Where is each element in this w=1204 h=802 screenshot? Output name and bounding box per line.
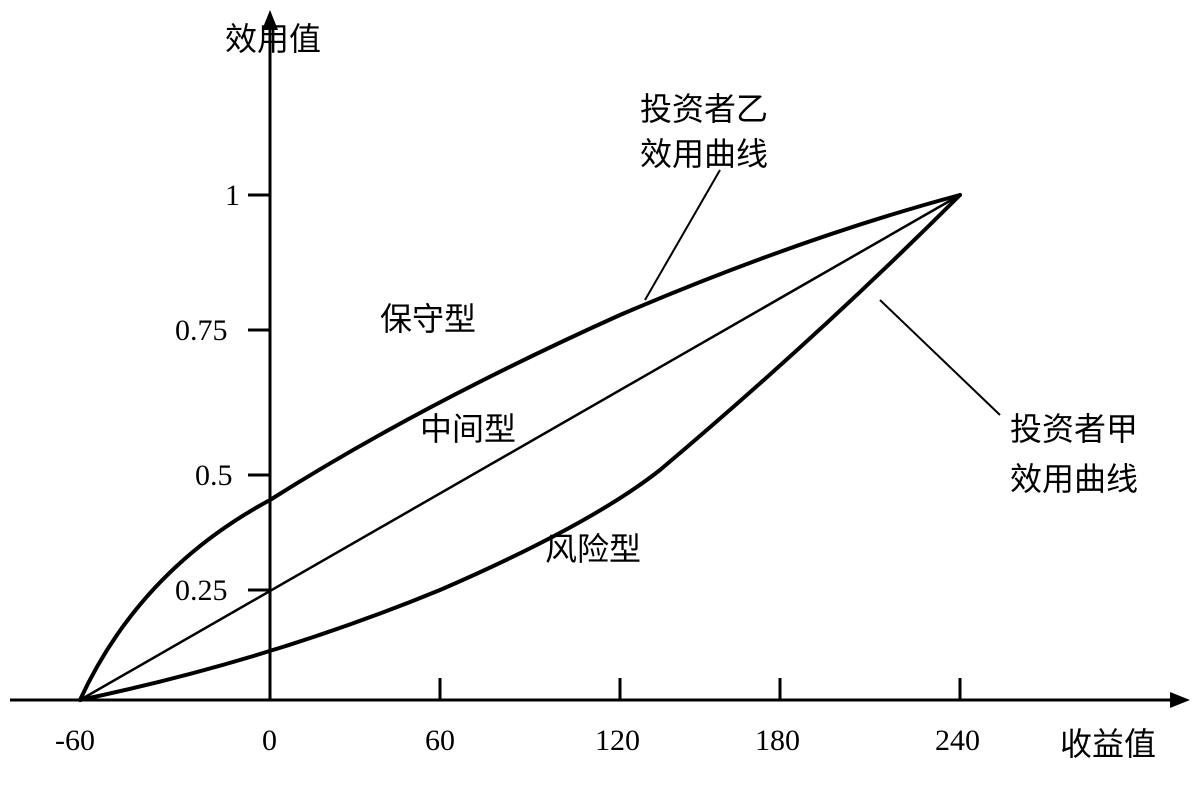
leader-investor-a	[880, 300, 1000, 415]
y-tick-label: 1	[225, 179, 240, 212]
y-tick-label: 0.5	[195, 459, 233, 492]
conservative-label: 保守型	[380, 301, 476, 337]
risky-label: 风险型	[545, 531, 641, 567]
x-tick-label: 60	[425, 724, 455, 757]
investor-a-label-line2: 效用曲线	[1010, 461, 1138, 497]
neutral-curve	[80, 195, 960, 700]
investor-a-label-line1: 投资者甲	[1010, 411, 1138, 447]
x-tick-label: -60	[55, 724, 95, 757]
y-axis-label: 效用值	[225, 21, 321, 57]
x-axis-label: 收益值	[1060, 726, 1156, 762]
x-axis-arrow	[1170, 692, 1190, 708]
investor-b-label-line1: 投资者乙	[640, 91, 768, 127]
neutral-label: 中间型	[420, 411, 516, 447]
x-tick-label: 240	[935, 724, 980, 757]
y-tick-label: 0.75	[175, 314, 228, 347]
investor-b-label-line2: 效用曲线	[640, 136, 768, 172]
x-tick-label: 180	[755, 724, 800, 757]
x-tick-label: 120	[595, 724, 640, 757]
utility-curve-chart: -60 0 60 120 180 240 收益值 0.25 0.5 0.75 1…	[0, 0, 1204, 802]
x-tick-label: 0	[262, 724, 277, 757]
y-tick-label: 0.25	[175, 574, 228, 607]
